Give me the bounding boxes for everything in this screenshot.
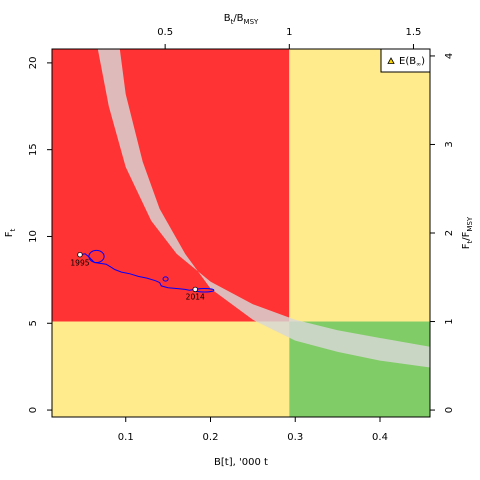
x-axis: 0.1 0.2 0.3 0.4 [118, 417, 388, 443]
top-tick-label: 1.5 [406, 27, 422, 38]
trajectory-loop-0 [88, 249, 105, 264]
x-axis-title: B[t], '000 t [214, 457, 268, 468]
start-year-point [77, 251, 83, 258]
top-axis-title: Bt/BMSY [224, 13, 259, 26]
overfished-overfishing-zone [52, 49, 290, 322]
right-tick-label: 4 [444, 53, 455, 59]
start-year-label: 1995 [70, 259, 89, 268]
legend: E(B∞) [380, 48, 431, 73]
right-axis: 0 1 2 3 4 [430, 53, 455, 413]
y-tick-label: 15 [28, 143, 39, 156]
top-tick-label: 1 [286, 27, 292, 38]
right-axis-title: Ft/FMSY [461, 216, 474, 249]
y-tick-label: 10 [28, 230, 39, 243]
trajectory-loop-2 [162, 276, 169, 282]
end-year-label: 2014 [186, 292, 205, 301]
legend-label: E(B∞) [399, 56, 425, 68]
right-tick-label: 3 [444, 141, 455, 147]
y-axis: 0 5 10 15 20 [28, 57, 52, 413]
top-axis: 0.5 1 1.5 [157, 27, 421, 49]
right-tick-label: 2 [444, 230, 455, 236]
y-tick-label: 5 [28, 320, 39, 326]
x-tick-label: 0.3 [287, 432, 303, 443]
right-tick-label: 0 [444, 407, 455, 413]
end-year-point [192, 286, 198, 293]
x-tick-label: 0.1 [118, 432, 134, 443]
svg-text:Ft/FMSY: Ft/FMSY [461, 216, 474, 249]
y-axis-title: Ft [4, 228, 17, 237]
top-tick-label: 0.5 [157, 27, 173, 38]
overfished-no-overfishing-zone [52, 321, 290, 417]
svg-text:Ft: Ft [4, 228, 17, 237]
legend-box [380, 48, 431, 73]
triangle-icon [387, 57, 395, 64]
y-tick-label: 20 [28, 57, 39, 70]
y-tick-label: 0 [28, 407, 39, 413]
x-tick-label: 0.2 [203, 432, 219, 443]
plot-region: 1995 2014 [52, 49, 430, 417]
healthy-overfishing-zone [289, 49, 430, 322]
x-tick-label: 0.4 [372, 432, 388, 443]
right-tick-label: 1 [444, 318, 455, 324]
